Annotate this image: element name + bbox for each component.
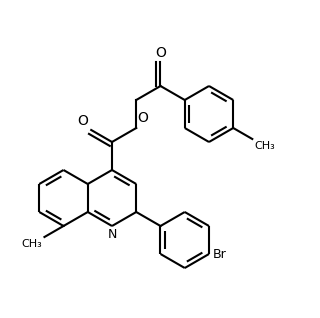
Text: N: N — [107, 228, 117, 241]
Text: O: O — [155, 46, 166, 60]
Text: CH₃: CH₃ — [22, 239, 43, 249]
Text: Br: Br — [213, 247, 227, 260]
Text: CH₃: CH₃ — [254, 141, 275, 151]
Text: O: O — [137, 111, 148, 125]
Text: O: O — [77, 114, 88, 128]
